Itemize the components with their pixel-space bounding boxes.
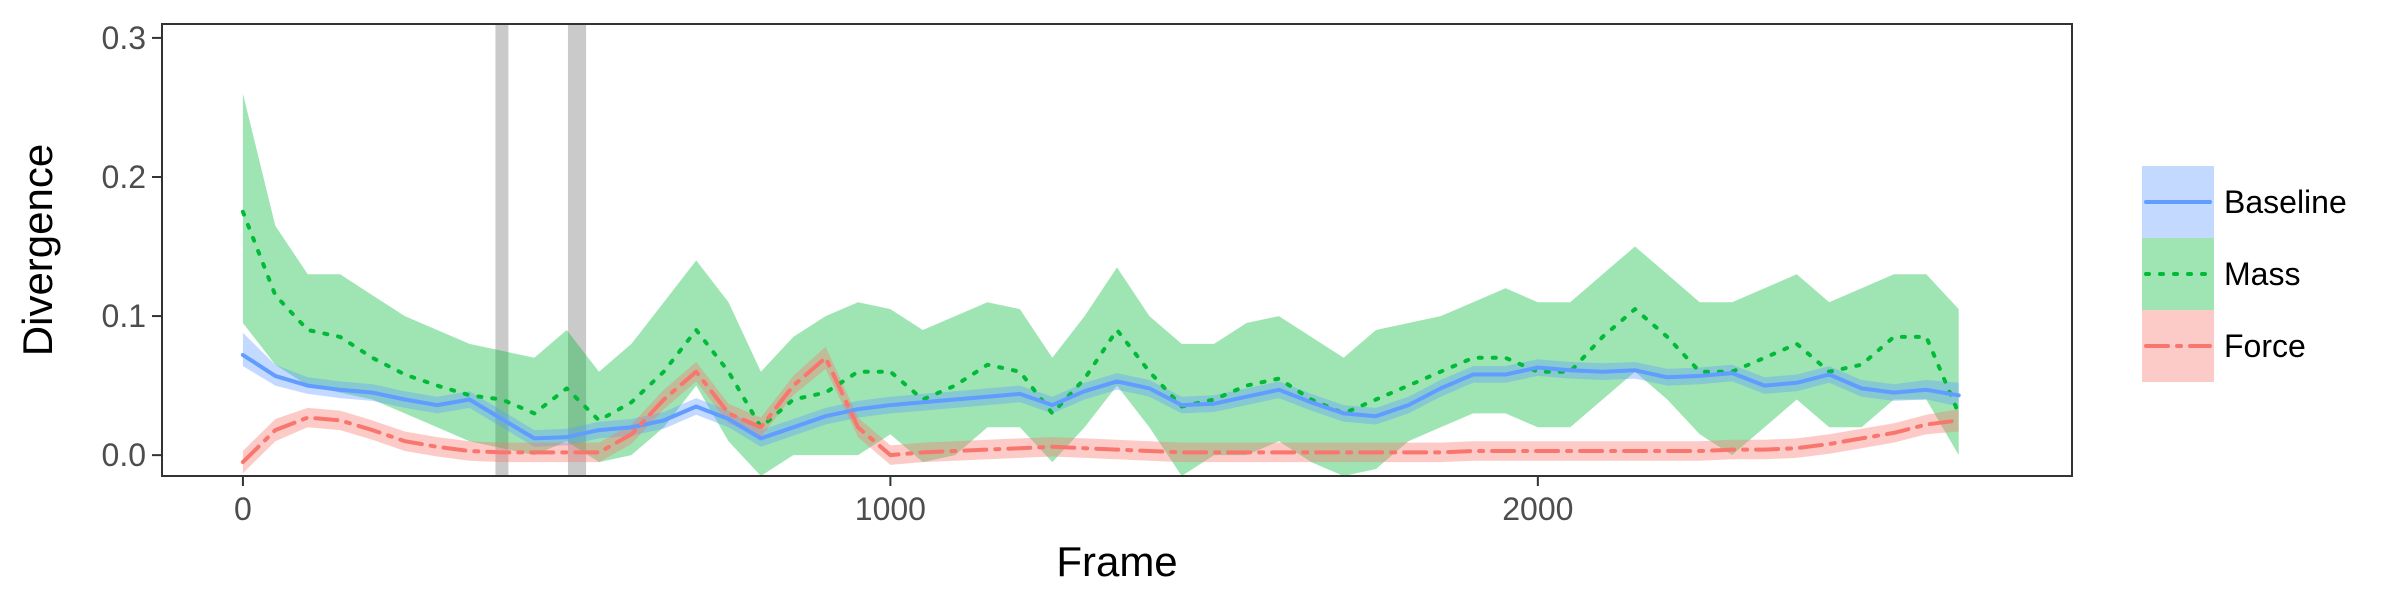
legend-label-baseline: Baseline [2224, 184, 2347, 220]
ribbon-force [242, 346, 1959, 474]
x-axis-title: Frame [1056, 538, 1177, 585]
x-axis: 0 1000 2000 [234, 476, 1573, 527]
y-tick-label: 0.0 [102, 437, 146, 473]
x-tick-label: 1000 [855, 491, 926, 527]
y-tick-label: 0.2 [102, 159, 146, 195]
ribbon-mass [242, 93, 1959, 476]
legend: Baseline Mass Force [2142, 166, 2347, 382]
highlight-band-2 [567, 24, 587, 476]
line-baseline [240, 353, 1961, 441]
plot-panel-border [161, 23, 2073, 477]
legend-label-force: Force [2224, 328, 2306, 364]
series-lines [240, 209, 1961, 465]
x-tick-label: 2000 [1502, 491, 1573, 527]
legend-label-mass: Mass [2224, 256, 2300, 292]
line-force [240, 355, 1961, 465]
y-tick-label: 0.3 [102, 20, 146, 56]
vertical-bands [495, 24, 587, 476]
x-tick-label: 0 [234, 491, 252, 527]
y-axis-title: Divergence [14, 144, 61, 356]
highlight-band-1 [495, 24, 509, 476]
y-tick-label: 0.1 [102, 298, 146, 334]
y-axis: 0.0 0.1 0.2 0.3 [102, 20, 162, 473]
